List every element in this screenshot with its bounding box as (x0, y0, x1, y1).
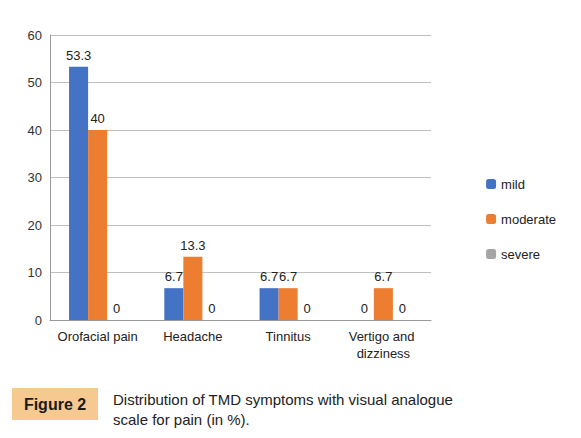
svg-text:6.7: 6.7 (374, 269, 392, 284)
svg-text:0: 0 (113, 301, 120, 316)
svg-text:0: 0 (304, 301, 311, 316)
svg-text:Distribution of TMD symptoms w: Distribution of TMD symptoms with visual… (113, 391, 457, 408)
svg-text:Orofacial pain: Orofacial pain (58, 329, 138, 344)
svg-text:dizziness: dizziness (357, 346, 411, 361)
svg-text:moderate: moderate (501, 212, 556, 227)
svg-text:0: 0 (361, 301, 368, 316)
svg-text:Figure 2: Figure 2 (24, 396, 86, 413)
svg-text:scale for pain (in %).: scale for pain (in %). (113, 411, 250, 428)
svg-text:30: 30 (28, 170, 42, 185)
svg-text:0: 0 (399, 301, 406, 316)
svg-text:13.3: 13.3 (180, 238, 205, 253)
svg-text:6.7: 6.7 (260, 269, 278, 284)
svg-text:53.3: 53.3 (66, 48, 91, 63)
svg-text:mild: mild (501, 177, 525, 192)
svg-text:10: 10 (28, 265, 42, 280)
svg-text:50: 50 (28, 75, 42, 90)
svg-text:60: 60 (28, 28, 42, 43)
svg-text:Tinnitus: Tinnitus (266, 329, 312, 344)
svg-text:20: 20 (28, 218, 42, 233)
svg-text:Headache: Headache (163, 329, 222, 344)
svg-text:6.7: 6.7 (279, 269, 297, 284)
svg-text:severe: severe (501, 247, 540, 262)
svg-text:40: 40 (28, 123, 42, 138)
svg-text:40: 40 (90, 111, 104, 126)
svg-text:6.7: 6.7 (165, 269, 183, 284)
svg-text:Vertigo and: Vertigo and (349, 329, 418, 344)
svg-text:0: 0 (35, 313, 42, 328)
svg-text:0: 0 (208, 301, 215, 316)
